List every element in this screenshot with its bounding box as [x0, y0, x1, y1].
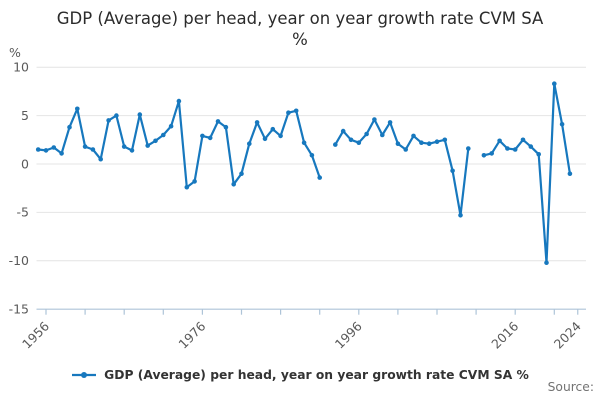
data-point-marker — [309, 153, 315, 158]
data-point-marker — [520, 137, 526, 143]
data-point-marker — [348, 137, 354, 143]
gridlines — [36, 66, 586, 262]
data-point-marker — [434, 139, 440, 144]
data-point-marker — [497, 138, 502, 144]
data-point-marker — [301, 140, 307, 145]
data-point-marker — [270, 126, 276, 132]
data-point-marker — [278, 133, 283, 139]
data-point-marker — [254, 120, 260, 125]
data-point-marker — [121, 144, 127, 149]
source-label: Source: — [547, 380, 594, 394]
data-point-marker — [75, 106, 80, 112]
data-point-marker — [395, 141, 401, 146]
data-point-marker — [293, 108, 299, 114]
data-point-marker — [239, 171, 244, 176]
data-point-marker — [200, 133, 205, 139]
y-tick-label: 5 — [21, 108, 29, 123]
data-point-marker — [411, 133, 416, 139]
x-tick-label: 1996 — [332, 318, 365, 351]
data-point-marker — [380, 132, 385, 138]
data-point-marker — [43, 148, 49, 153]
data-point-marker — [176, 98, 182, 104]
x-tick-label: 2016 — [488, 318, 521, 351]
data-point-marker — [356, 140, 362, 145]
data-point-marker — [512, 147, 518, 152]
data-point-marker — [90, 147, 96, 152]
data-point-marker — [35, 147, 41, 152]
data-point-marker — [207, 135, 213, 141]
data-point-marker — [426, 141, 432, 146]
x-tick-label: 1976 — [175, 318, 208, 351]
data-point-marker — [466, 146, 471, 151]
data-point-marker — [59, 151, 64, 156]
x-tick-label: 1956 — [19, 318, 52, 351]
y-tick-label: -10 — [9, 253, 29, 268]
data-point-marker — [137, 112, 143, 117]
y-axis-unit-label: % — [9, 45, 21, 60]
data-point-marker — [442, 137, 448, 143]
data-point-marker — [544, 260, 549, 266]
data-point-marker — [419, 140, 424, 145]
data-point-marker — [372, 117, 377, 122]
data-point-marker — [129, 148, 135, 153]
x-axis — [36, 308, 586, 315]
data-point-marker — [106, 118, 111, 123]
y-tick-label: -15 — [9, 302, 29, 317]
series-line-segment — [334, 118, 470, 217]
data-point-marker — [364, 131, 369, 137]
data-point-marker — [247, 141, 252, 146]
data-point-marker — [481, 153, 487, 158]
data-point-marker — [153, 138, 158, 144]
data-point-marker — [403, 147, 409, 152]
data-point-marker — [145, 143, 150, 148]
x-tick-label: 2024 — [551, 318, 584, 351]
data-point-marker — [450, 168, 455, 174]
data-point-marker — [333, 142, 338, 147]
legend-line-marker-icon — [72, 372, 97, 378]
data-point-marker — [340, 128, 346, 134]
y-tick-label: -5 — [17, 205, 29, 220]
legend-label: GDP (Average) per head, year on year gro… — [104, 368, 529, 382]
data-point-marker — [317, 175, 323, 180]
data-point-marker — [528, 144, 534, 149]
chart-title-line2: % — [292, 29, 308, 49]
data-point-marker — [536, 152, 541, 157]
data-point-marker — [98, 156, 103, 162]
y-tick-labels: 10 5 0 -5 -10 -15% — [9, 45, 29, 317]
data-point-marker — [51, 145, 57, 150]
data-point-marker — [489, 151, 495, 156]
data-point-marker — [114, 113, 119, 118]
data-point-marker — [262, 136, 268, 142]
data-point-marker — [505, 146, 510, 151]
data-point-marker — [161, 132, 166, 138]
data-point-marker — [215, 119, 221, 124]
y-tick-label: 0 — [21, 156, 29, 171]
x-tick-labels: 1956 1976 1996 2016 2024 — [19, 318, 584, 351]
y-tick-label: 10 — [13, 60, 29, 75]
data-point-marker — [184, 184, 190, 190]
series-line-segment — [37, 99, 321, 189]
legend: GDP (Average) per head, year on year gro… — [0, 365, 600, 385]
data-point-marker — [458, 213, 463, 218]
chart-title-line1: GDP (Average) per head, year on year gro… — [56, 9, 544, 28]
data-point-marker — [223, 124, 229, 130]
data-point-marker — [552, 81, 557, 86]
data-point-marker — [286, 110, 291, 115]
chart-title: GDP (Average) per head, year on year gro… — [0, 9, 600, 50]
data-point-marker — [67, 124, 72, 130]
data-point-marker — [168, 123, 174, 129]
data-point-marker — [82, 144, 88, 149]
data-point-marker — [559, 122, 565, 127]
data-point-marker — [567, 171, 573, 176]
series-line-segment — [482, 82, 572, 264]
data-point-marker — [192, 179, 197, 184]
data-point-marker — [387, 120, 393, 125]
data-series — [35, 81, 573, 266]
data-point-marker — [231, 182, 236, 187]
